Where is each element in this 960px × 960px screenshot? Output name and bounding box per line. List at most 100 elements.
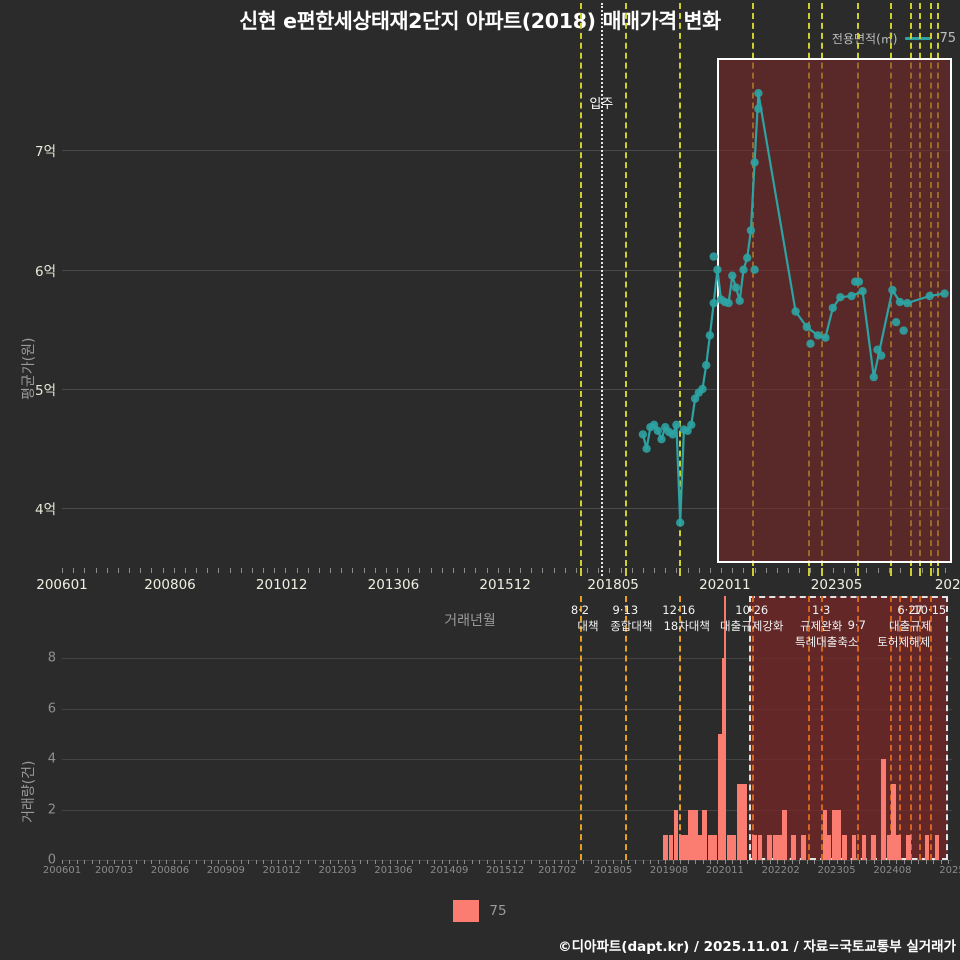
price-data-point: [903, 298, 912, 308]
minor-tick: [240, 568, 242, 573]
gridline: [62, 759, 952, 760]
minor-tick: [434, 860, 436, 864]
volume-bar: [836, 809, 842, 860]
minor-tick: [255, 860, 257, 864]
price-data-point: [813, 331, 823, 340]
legend-bottom-value: 75: [489, 903, 507, 919]
gridline: [62, 269, 952, 271]
minor-tick: [84, 568, 86, 573]
minor-tick: [382, 860, 384, 864]
price-data-point: [877, 351, 886, 360]
price-xtick-label: 200601: [36, 577, 88, 593]
minor-tick: [814, 860, 816, 864]
minor-tick: [341, 568, 343, 573]
minor-tick: [687, 860, 689, 864]
price-data-point: [746, 226, 756, 235]
price-data-point: [672, 420, 681, 429]
minor-tick: [702, 860, 704, 864]
price-xtick-label: 201512: [479, 577, 531, 593]
volume-bar: [742, 784, 747, 860]
minor-tick: [359, 860, 361, 864]
minor-tick: [449, 860, 451, 864]
policy-date-label: 1·3: [812, 603, 831, 617]
minor-tick: [873, 860, 875, 864]
minor-tick: [553, 860, 555, 864]
minor-tick: [609, 568, 611, 573]
price-data-point: [828, 303, 837, 313]
minor-tick: [408, 568, 410, 573]
volume-bar: [717, 733, 722, 860]
volume-bar: [663, 834, 668, 860]
volume-bar: [688, 809, 693, 860]
price-data-point: [653, 426, 662, 435]
minor-tick: [367, 860, 369, 864]
minor-tick: [441, 860, 443, 864]
minor-tick: [575, 860, 577, 864]
minor-tick: [672, 860, 674, 864]
minor-tick: [270, 860, 272, 864]
volume-bar: [702, 809, 707, 860]
policy-vline: [889, 596, 892, 860]
minor-tick: [940, 860, 942, 864]
minor-tick: [296, 568, 298, 573]
price-data-point: [869, 372, 878, 382]
policy-vline: [579, 3, 582, 576]
minor-tick: [821, 860, 823, 864]
policy-tick: [936, 568, 939, 575]
price-data-point: [709, 298, 718, 308]
price-data-point: [731, 283, 741, 292]
policy-tick: [807, 568, 810, 575]
policy-date-label: 8·2: [570, 603, 590, 617]
minor-tick: [497, 568, 499, 573]
minor-tick: [844, 860, 845, 864]
price-yaxis-title: 평균가(원): [21, 337, 37, 400]
price-chart-panel: 4억 5억 6억 7억 200601 200806 201012 201306 201512 2…: [0, 3, 960, 635]
minor-tick: [453, 568, 454, 573]
price-data-point: [702, 361, 711, 370]
minor-tick: [196, 568, 198, 573]
minor-tick: [605, 860, 607, 864]
price-data-point: [899, 326, 908, 335]
minor-tick: [754, 860, 756, 864]
price-ytick-label: 4억: [34, 502, 56, 519]
minor-tick: [754, 568, 756, 573]
minor-tick: [277, 860, 279, 864]
minor-tick: [832, 568, 834, 573]
minor-tick: [322, 860, 324, 864]
minor-tick: [136, 860, 138, 864]
policy-vline: [625, 596, 628, 860]
minor-tick: [374, 568, 376, 573]
policy-date-label: 10·15: [913, 603, 947, 617]
minor-tick: [743, 568, 745, 573]
minor-tick: [836, 860, 838, 864]
volume-bar: [673, 809, 679, 860]
minor-tick: [866, 568, 868, 573]
minor-tick: [315, 860, 317, 864]
price-data-point: [754, 104, 763, 113]
minor-tick: [709, 860, 711, 864]
minor-tick: [210, 860, 212, 864]
minor-tick: [516, 860, 518, 864]
minor-tick: [538, 860, 540, 864]
price-data-point: [836, 293, 845, 302]
price-data-point: [709, 252, 718, 261]
minor-tick: [769, 860, 771, 864]
policy-vline: [821, 596, 824, 860]
legend-bottom: 75: [0, 900, 960, 922]
minor-tick: [318, 568, 320, 573]
minor-tick: [374, 860, 376, 864]
volume-xtick-label: 201908: [649, 865, 689, 876]
volume-ytick-label: 4: [47, 751, 56, 767]
minor-tick: [575, 568, 577, 573]
minor-tick: [568, 860, 570, 864]
policy-date-label: 12·16: [662, 603, 696, 617]
minor-tick: [687, 568, 689, 573]
price-ytick-label: 5억: [34, 383, 56, 400]
minor-tick: [129, 860, 131, 864]
minor-tick: [62, 568, 63, 573]
price-data-point: [821, 333, 830, 342]
volume-bar: [752, 834, 757, 860]
volume-bar: [861, 834, 867, 860]
minor-tick: [855, 568, 857, 573]
gridline: [62, 708, 952, 710]
